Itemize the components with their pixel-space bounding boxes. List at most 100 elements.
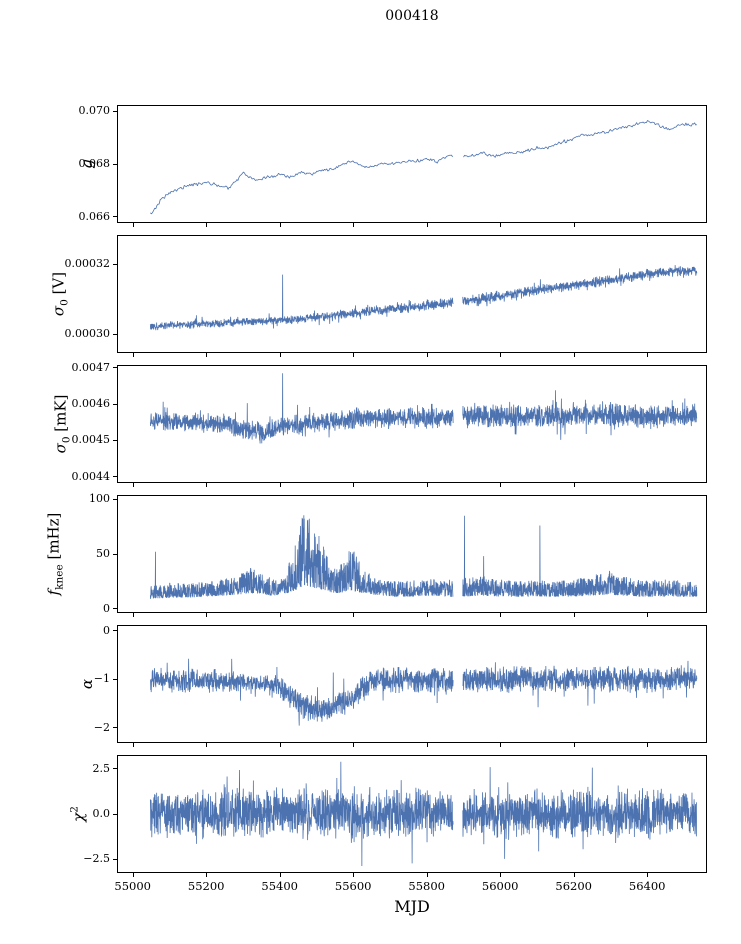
plot-canvas-g — [118, 106, 706, 222]
x-tick-label: 56400 — [628, 879, 666, 893]
x-tick-label: 56000 — [481, 879, 519, 893]
y-tick-mark — [113, 498, 117, 500]
x-tick-mark — [573, 483, 575, 487]
plot-canvas-chi2 — [118, 756, 706, 872]
plot-box-sigma0-v — [117, 235, 707, 353]
plot-box-alpha — [117, 625, 707, 743]
y-tick-mark — [113, 110, 117, 112]
y-axis-label-variable: σ — [49, 305, 68, 317]
x-tick-mark — [132, 353, 134, 357]
y-tick-mark — [113, 403, 117, 405]
x-tick-mark — [426, 483, 428, 487]
y-tick-label: 0 — [103, 601, 110, 615]
subplot-sigma0-mk: σ0 [mK] 0.0044 0.0045 0.0046 0.0047 — [0, 361, 741, 487]
x-tick-mark — [206, 353, 208, 357]
x-tick-mark — [500, 223, 502, 227]
y-tick-label: −2 — [93, 720, 110, 734]
y-axis-label-chi2: χ2 — [68, 806, 88, 822]
y-tick-label: 100 — [89, 492, 110, 506]
y-tick-mark — [113, 608, 117, 610]
y-tick-mark — [113, 163, 117, 165]
y-axis-label-sigma0-mk: σ0 [mK] — [51, 394, 73, 454]
x-tick-label: 55600 — [334, 879, 372, 893]
x-tick-label: 55200 — [187, 879, 225, 893]
x-tick-mark — [206, 223, 208, 227]
y-tick-label: 0 — [103, 623, 110, 637]
x-tick-mark — [279, 483, 281, 487]
x-tick-label: 55400 — [261, 879, 298, 893]
plot-box-sigma0-mk — [117, 365, 707, 483]
x-tick-mark — [573, 353, 575, 357]
x-tick-mark — [206, 613, 208, 617]
figure-title: 000418 — [385, 8, 439, 24]
plot-canvas-fknee — [118, 496, 706, 612]
y-tick-mark — [113, 768, 117, 770]
x-tick-label: 55800 — [408, 879, 445, 893]
x-tick-mark — [279, 223, 281, 227]
x-axis-label: MJD — [394, 897, 430, 916]
plot-box-fknee — [117, 495, 707, 613]
y-tick-label: 0.0046 — [71, 397, 111, 411]
x-tick-mark — [426, 613, 428, 617]
x-tick-mark — [647, 223, 649, 227]
y-tick-mark — [113, 367, 117, 369]
x-tick-mark — [206, 483, 208, 487]
y-tick-label: −2.5 — [83, 852, 110, 866]
x-tick-mark — [353, 873, 355, 877]
y-tick-label: 0.0 — [92, 807, 111, 820]
x-tick-mark — [353, 483, 355, 487]
x-tick-mark — [132, 223, 134, 227]
y-tick-mark — [113, 813, 117, 815]
x-tick-mark — [426, 223, 428, 227]
y-axis-label-fknee: fknee [mHz] — [44, 512, 66, 596]
x-tick-mark — [132, 743, 134, 747]
y-tick-label: 0.0047 — [71, 360, 111, 374]
plot-canvas-sigma0-mk — [118, 366, 706, 482]
x-tick-mark — [353, 353, 355, 357]
x-tick-mark — [426, 353, 428, 357]
y-tick-label: 50 — [96, 547, 110, 560]
y-tick-label: 0.066 — [78, 209, 111, 223]
subplot-alpha: α 0 −1 −2 — [0, 623, 741, 747]
x-tick-mark — [647, 873, 649, 877]
y-axis-label-unit: [mK] — [51, 394, 70, 437]
x-tick-mark — [279, 353, 281, 357]
y-tick-label: 0.068 — [78, 157, 111, 170]
y-tick-mark — [113, 333, 117, 335]
y-axis-label-variable: f — [44, 589, 63, 596]
x-tick-mark — [500, 353, 502, 357]
y-axis-label-unit: [mHz] — [44, 512, 63, 565]
y-tick-label: 0.0044 — [71, 469, 111, 483]
y-tick-label: 2.5 — [92, 761, 111, 775]
x-tick-mark — [573, 743, 575, 747]
y-tick-mark — [113, 858, 117, 860]
x-tick-mark — [500, 613, 502, 617]
y-tick-mark — [113, 553, 117, 555]
x-tick-mark — [279, 613, 281, 617]
y-tick-label: 0.00032 — [64, 257, 111, 271]
x-tick-label: 56200 — [555, 879, 592, 893]
y-tick-mark — [113, 678, 117, 680]
x-tick-mark — [426, 873, 428, 877]
x-tick-mark — [426, 743, 428, 747]
y-axis-label-sigma0-v: σ0 [V] — [49, 271, 71, 317]
x-tick-mark — [353, 223, 355, 227]
x-tick-mark — [647, 353, 649, 357]
y-tick-label: −1 — [93, 672, 110, 686]
plot-box-g — [117, 105, 707, 223]
x-tick-mark — [279, 743, 281, 747]
y-axis-label-variable: χ — [69, 812, 88, 822]
x-tick-mark — [353, 613, 355, 617]
y-tick-mark — [113, 476, 117, 478]
x-tick-mark — [500, 873, 502, 877]
x-tick-mark — [573, 223, 575, 227]
y-tick-label: 0.00030 — [64, 327, 111, 341]
x-tick-mark — [132, 613, 134, 617]
y-tick-mark — [113, 439, 117, 441]
subplot-fknee: fknee [mHz] 0 50 100 — [0, 492, 741, 617]
y-tick-mark — [113, 727, 117, 728]
y-axis-label-variable: σ — [51, 443, 70, 454]
x-tick-mark — [647, 613, 649, 617]
x-tick-mark — [353, 743, 355, 747]
